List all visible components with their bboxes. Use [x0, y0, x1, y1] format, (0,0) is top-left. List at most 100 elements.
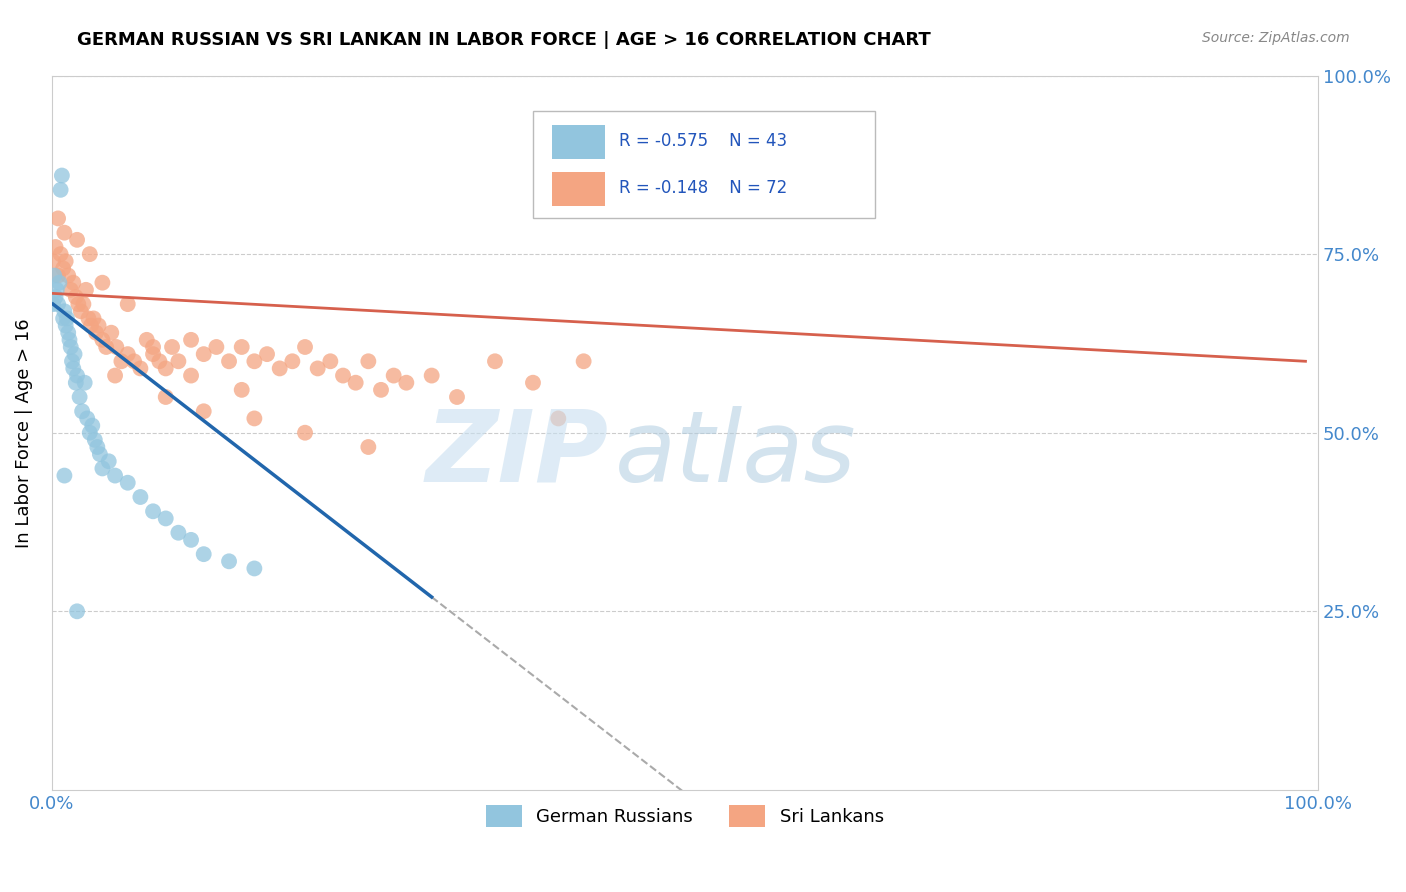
Point — [104, 368, 127, 383]
Point — [46, 268, 69, 283]
Point — [87, 318, 110, 333]
Text: R = -0.575    N = 43: R = -0.575 N = 43 — [619, 132, 787, 150]
Point — [76, 411, 98, 425]
Point — [89, 447, 111, 461]
Point — [117, 297, 139, 311]
Point — [42, 254, 65, 268]
Point — [420, 368, 443, 383]
Point — [75, 283, 97, 297]
Point — [70, 404, 93, 418]
Point — [243, 561, 266, 575]
Point — [45, 240, 67, 254]
Point — [104, 468, 127, 483]
Point — [67, 297, 90, 311]
Point — [110, 354, 132, 368]
Point — [269, 361, 291, 376]
Point — [122, 354, 145, 368]
Point — [193, 547, 215, 561]
Legend: German Russians, Sri Lankans: German Russians, Sri Lankans — [478, 798, 891, 835]
Point — [55, 254, 77, 268]
Point — [62, 361, 84, 376]
Point — [82, 418, 104, 433]
Point — [218, 354, 240, 368]
Point — [231, 383, 253, 397]
Text: Source: ZipAtlas.com: Source: ZipAtlas.com — [1202, 31, 1350, 45]
Point — [58, 333, 80, 347]
Point — [129, 361, 152, 376]
Point — [142, 340, 165, 354]
Point — [180, 368, 202, 383]
Point — [60, 354, 83, 368]
Point — [42, 297, 65, 311]
Point — [69, 390, 91, 404]
Bar — [553, 172, 605, 206]
Text: R = -0.148    N = 72: R = -0.148 N = 72 — [619, 179, 787, 197]
Point — [395, 376, 418, 390]
Point — [73, 376, 96, 390]
Point — [167, 525, 190, 540]
Point — [55, 318, 77, 333]
Point — [117, 475, 139, 490]
Point — [193, 347, 215, 361]
Point — [572, 354, 595, 368]
Point — [142, 347, 165, 361]
Point — [53, 226, 76, 240]
Point — [484, 354, 506, 368]
Point — [86, 440, 108, 454]
Point — [96, 340, 118, 354]
Point — [135, 333, 157, 347]
Point — [91, 333, 114, 347]
Point — [243, 411, 266, 425]
Point — [148, 354, 170, 368]
Text: ZIP: ZIP — [426, 406, 609, 503]
Point — [58, 268, 80, 283]
Point — [231, 340, 253, 354]
Point — [79, 247, 101, 261]
Point — [91, 276, 114, 290]
Point — [294, 425, 316, 440]
Point — [180, 333, 202, 347]
Text: GERMAN RUSSIAN VS SRI LANKAN IN LABOR FORCE | AGE > 16 CORRELATION CHART: GERMAN RUSSIAN VS SRI LANKAN IN LABOR FO… — [77, 31, 931, 49]
Point — [105, 340, 128, 354]
Point — [83, 433, 105, 447]
Point — [77, 311, 100, 326]
Point — [256, 347, 278, 361]
Point — [357, 440, 380, 454]
Point — [46, 297, 69, 311]
Point — [59, 283, 82, 297]
Point — [522, 376, 544, 390]
Point — [193, 404, 215, 418]
Point — [51, 169, 73, 183]
Point — [180, 533, 202, 547]
Point — [83, 311, 105, 326]
Point — [129, 490, 152, 504]
Point — [52, 311, 75, 326]
Point — [155, 361, 177, 376]
Point — [45, 283, 67, 297]
Point — [97, 454, 120, 468]
Point — [53, 468, 76, 483]
FancyBboxPatch shape — [533, 112, 875, 219]
Point — [446, 390, 468, 404]
Point — [319, 354, 342, 368]
Point — [370, 383, 392, 397]
Point — [52, 261, 75, 276]
Text: atlas: atlas — [616, 406, 856, 503]
Point — [49, 247, 72, 261]
Point — [382, 368, 405, 383]
Point — [63, 347, 86, 361]
Point — [281, 354, 304, 368]
Point — [332, 368, 354, 383]
Point — [547, 411, 569, 425]
Point — [294, 340, 316, 354]
Point — [155, 390, 177, 404]
Point — [142, 504, 165, 518]
Point — [79, 425, 101, 440]
Point — [307, 361, 329, 376]
Point — [48, 276, 70, 290]
Point — [59, 340, 82, 354]
Point — [45, 290, 67, 304]
Point — [100, 326, 122, 340]
Point — [46, 211, 69, 226]
Point — [84, 326, 107, 340]
